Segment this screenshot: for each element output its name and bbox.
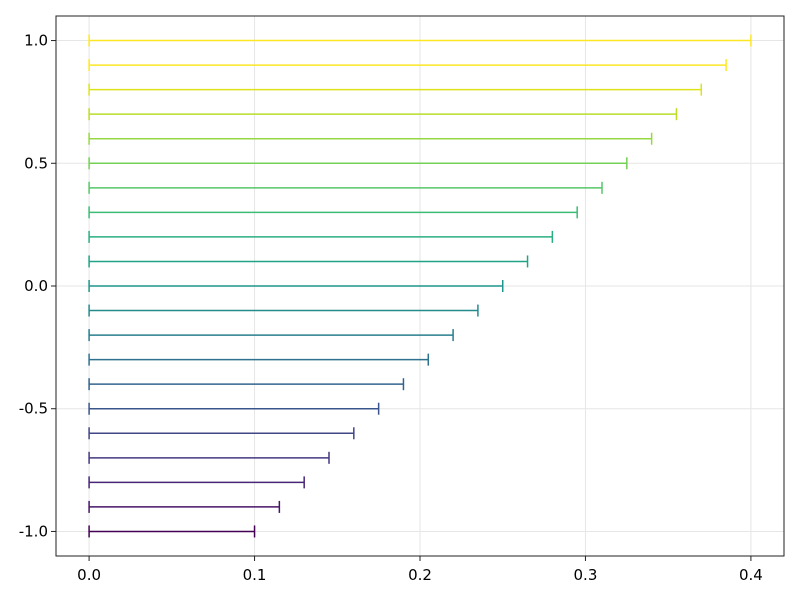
errorbar-3 [88,451,330,464]
y-tick-label-4: 1.0 [24,32,48,50]
errorbar-10 [88,280,504,292]
x-tick-label-3: 0.3 [574,566,598,584]
errorbar-14 [88,181,603,194]
errorbar-6 [88,378,405,391]
x-tick-label-4: 0.4 [739,566,763,584]
errorbar-8 [88,329,454,342]
errorbar-19 [88,59,727,72]
errorbar-16 [88,132,653,145]
y-tick-label-3: 0.5 [24,154,48,172]
y-tick-label-1: -0.5 [19,400,48,418]
x-tick-label-1: 0.1 [243,566,267,584]
y-tick-label-0: -1.0 [19,522,48,540]
x-tick-label-2: 0.2 [408,566,432,584]
errorbar-11 [88,255,529,268]
errorbar-9 [88,304,479,317]
errorbar-0 [88,525,256,538]
bars-layer [88,34,752,538]
errorbar-20 [88,34,752,47]
errorbar-12 [88,230,554,243]
errorbar-1 [88,500,281,513]
errorbar-18 [88,83,703,96]
errorbar-7 [88,353,430,366]
errorbar-4 [88,427,355,440]
errorbar-5 [88,402,380,415]
axis-layer: 0.0 0.1 0.2 0.3 0.4 -1.0 -0.5 0.0 0.5 1.0 [19,15,785,584]
errorbar-2 [88,476,305,489]
errorbar-17 [88,108,678,121]
x-tick-label-0: 0.0 [77,566,101,584]
y-tick-label-2: 0.0 [24,277,48,295]
errorbar-15 [88,157,628,170]
errorbar-13 [88,206,578,219]
